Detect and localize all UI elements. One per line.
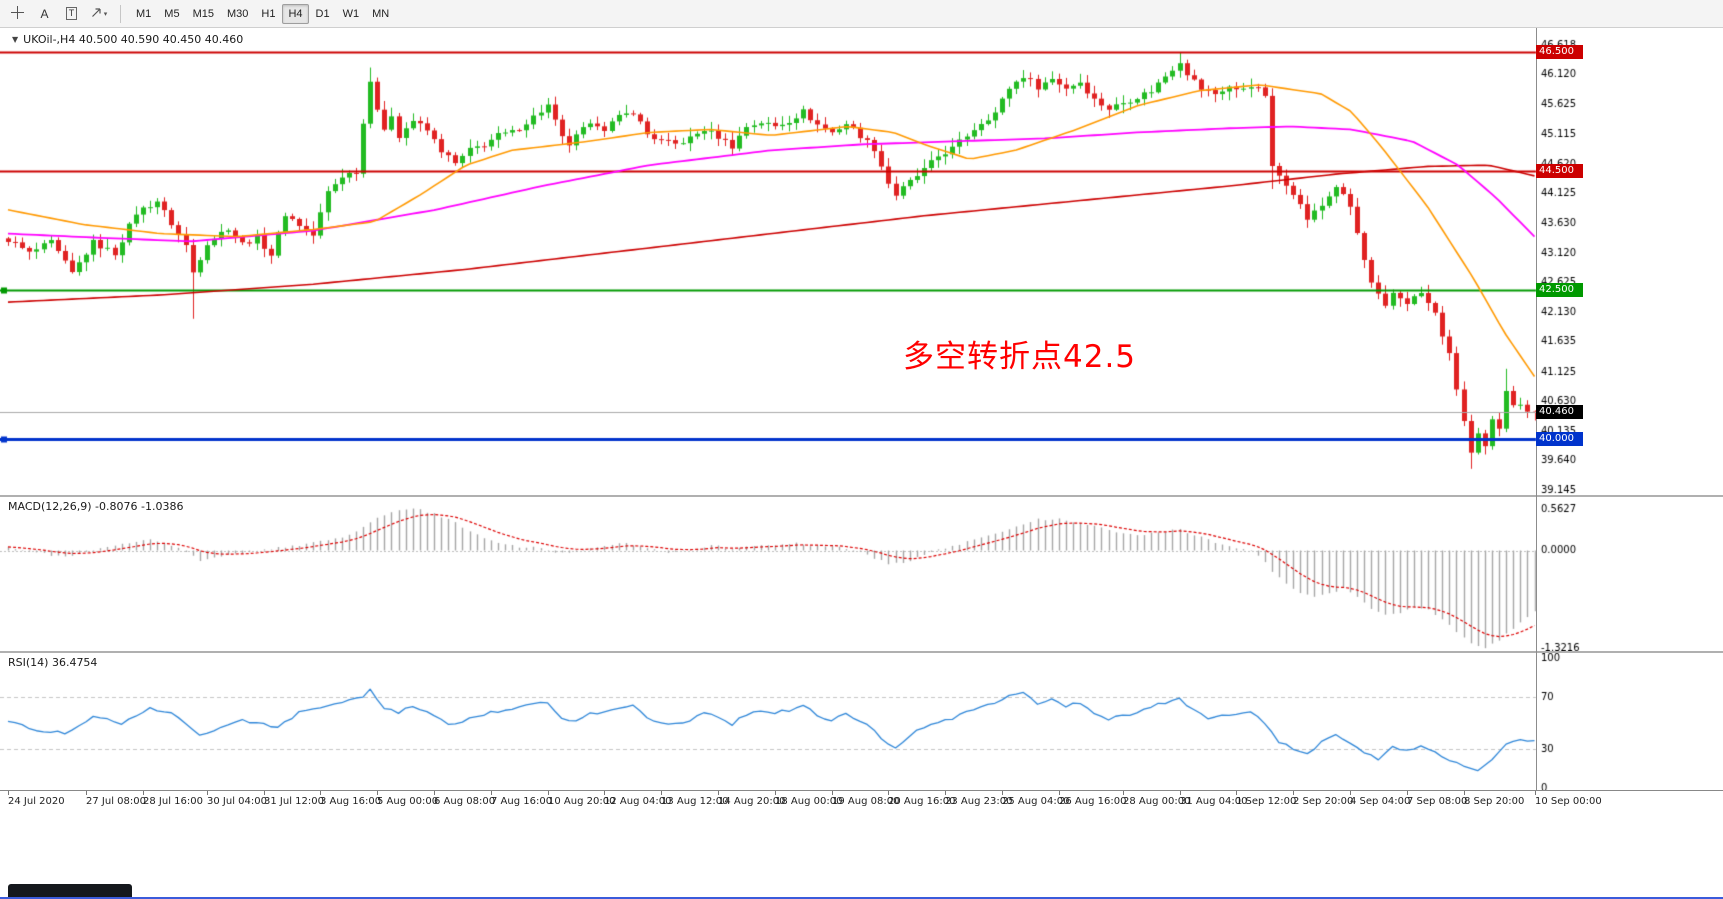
rsi-label: RSI(14) 36.4754 (8, 656, 98, 669)
time-axis-tick (1002, 791, 1003, 795)
time-axis-label: 31 Aug 04:00 (1180, 796, 1248, 807)
time-axis-tick (548, 791, 549, 795)
text-tool-button[interactable]: A (32, 3, 57, 25)
time-axis-tick (434, 791, 435, 795)
timeframe-m5-button[interactable]: M5 (158, 4, 185, 24)
main-chart-canvas[interactable] (0, 28, 1723, 495)
chart-annotation: 多空转折点42.5 (903, 339, 1137, 375)
toolbar: A T ▾ M1 M5 M15 M30 H1 H4 D1 W1 MN (0, 0, 1723, 28)
time-axis-tick (1407, 791, 1408, 795)
toolbar-separator (120, 4, 121, 23)
time-axis-label: 8 Sep 20:00 (1464, 796, 1525, 807)
time-axis-tick (86, 791, 87, 795)
crosshair-tool-button[interactable] (5, 3, 30, 25)
time-axis-tick (377, 791, 378, 795)
timeframe-w1-button[interactable]: W1 (337, 4, 366, 24)
timeframe-m1-button[interactable]: M1 (130, 4, 157, 24)
bottom-accent-line (0, 897, 1723, 899)
time-axis-tick (945, 791, 946, 795)
one-click-trading-arrow-icon[interactable]: ▼ (12, 35, 19, 44)
time-axis-label: 5 Aug 00:00 (377, 796, 439, 807)
time-axis-tick (143, 791, 144, 795)
bottom-filler (0, 813, 1723, 899)
time-axis-tick (604, 791, 605, 795)
time-axis-tick (1464, 791, 1465, 795)
time-axis-tick (1059, 791, 1060, 795)
arrow-icon (90, 6, 103, 22)
timeframe-h1-button[interactable]: H1 (255, 4, 281, 24)
text-label-icon: T (65, 7, 78, 20)
time-axis-tick (775, 791, 776, 795)
time-axis-label: 30 Jul 04:00 (207, 796, 267, 807)
time-axis-label: 10 Sep 00:00 (1535, 796, 1602, 807)
time-axis-label: 19 Aug 08:00 (832, 796, 900, 807)
time-axis-tick (888, 791, 889, 795)
time-axis-tick (8, 791, 9, 795)
time-axis-tick (207, 791, 208, 795)
time-axis-label: 24 Jul 2020 (8, 796, 65, 807)
time-axis-label: 7 Aug 16:00 (491, 796, 553, 807)
pane-splitter-macd[interactable] (0, 495, 1723, 497)
macd-indicator-canvas[interactable] (0, 497, 1723, 651)
time-axis-label: 27 Jul 08:00 (86, 796, 146, 807)
time-axis-label: 1 Sep 12:00 (1236, 796, 1297, 807)
rsi-indicator-canvas[interactable] (0, 653, 1723, 790)
macd-label: MACD(12,26,9) -0.8076 -1.0386 (8, 500, 184, 513)
time-axis-label: 26 Aug 16:00 (1059, 796, 1127, 807)
time-axis-label: 12 Aug 04:00 (604, 796, 672, 807)
time-axis-tick (1293, 791, 1294, 795)
time-axis-label: 2 Sep 20:00 (1293, 796, 1354, 807)
time-axis-tick (320, 791, 321, 795)
price-level-badge-42.500: 42.500 (1536, 283, 1583, 297)
time-axis-label: 20 Aug 16:00 (888, 796, 956, 807)
time-axis-label: 18 Aug 00:00 (775, 796, 843, 807)
arrows-tool-button[interactable]: ▾ (86, 3, 111, 25)
price-axis-border (1536, 28, 1537, 813)
time-axis-tick (832, 791, 833, 795)
pane-splitter-rsi[interactable] (0, 651, 1723, 653)
time-axis-tick (1236, 791, 1237, 795)
chart-title: ▼ UKOil-,H4 40.500 40.590 40.450 40.460 (12, 33, 243, 46)
time-axis-label: 13 Aug 12:00 (661, 796, 729, 807)
price-level-badge-40.000: 40.000 (1536, 432, 1583, 446)
chevron-down-icon: ▾ (103, 10, 108, 18)
time-axis-label: 31 Jul 12:00 (264, 796, 324, 807)
timeframe-mn-button[interactable]: MN (366, 4, 395, 24)
timeframe-m30-button[interactable]: M30 (221, 4, 254, 24)
timeframe-group: M1 M5 M15 M30 H1 H4 D1 W1 MN (130, 3, 395, 24)
crosshair-icon (10, 5, 25, 23)
time-axis-tick (1350, 791, 1351, 795)
time-axis-tick (1123, 791, 1124, 795)
time-axis-tick (264, 791, 265, 795)
time-axis-label: 28 Jul 16:00 (143, 796, 203, 807)
timeframe-d1-button[interactable]: D1 (310, 4, 336, 24)
time-axis-tick (1180, 791, 1181, 795)
timeframe-m15-button[interactable]: M15 (187, 4, 220, 24)
time-axis[interactable]: 24 Jul 2020 27 Jul 08:00 28 Jul 16:00 30 Ju… (0, 790, 1723, 813)
current-price-badge: 40.460 (1536, 405, 1583, 419)
time-axis-label: 10 Aug 20:00 (548, 796, 616, 807)
time-axis-label: 25 Aug 04:00 (1002, 796, 1070, 807)
chart-tab[interactable] (8, 884, 132, 897)
time-axis-tick (1535, 791, 1536, 795)
text-tool-icon: A (40, 6, 49, 21)
text-label-tool-button[interactable]: T (59, 3, 84, 25)
time-axis-label: 23 Aug 23:00 (945, 796, 1013, 807)
time-axis-label: 3 Aug 16:00 (320, 796, 382, 807)
time-axis-label: 4 Sep 04:00 (1350, 796, 1411, 807)
time-axis-tick (661, 791, 662, 795)
time-axis-label: 6 Aug 08:00 (434, 796, 496, 807)
time-axis-tick (718, 791, 719, 795)
price-level-badge-44.500: 44.500 (1536, 164, 1583, 178)
timeframe-h4-button[interactable]: H4 (282, 3, 309, 24)
time-axis-label: 14 Aug 20:00 (718, 796, 786, 807)
time-axis-label: 7 Sep 08:00 (1407, 796, 1468, 807)
time-axis-tick (491, 791, 492, 795)
chart-title-text: UKOil-,H4 40.500 40.590 40.450 40.460 (23, 33, 244, 46)
time-axis-label: 28 Aug 00:00 (1123, 796, 1191, 807)
price-level-badge-46.500: 46.500 (1536, 45, 1583, 59)
